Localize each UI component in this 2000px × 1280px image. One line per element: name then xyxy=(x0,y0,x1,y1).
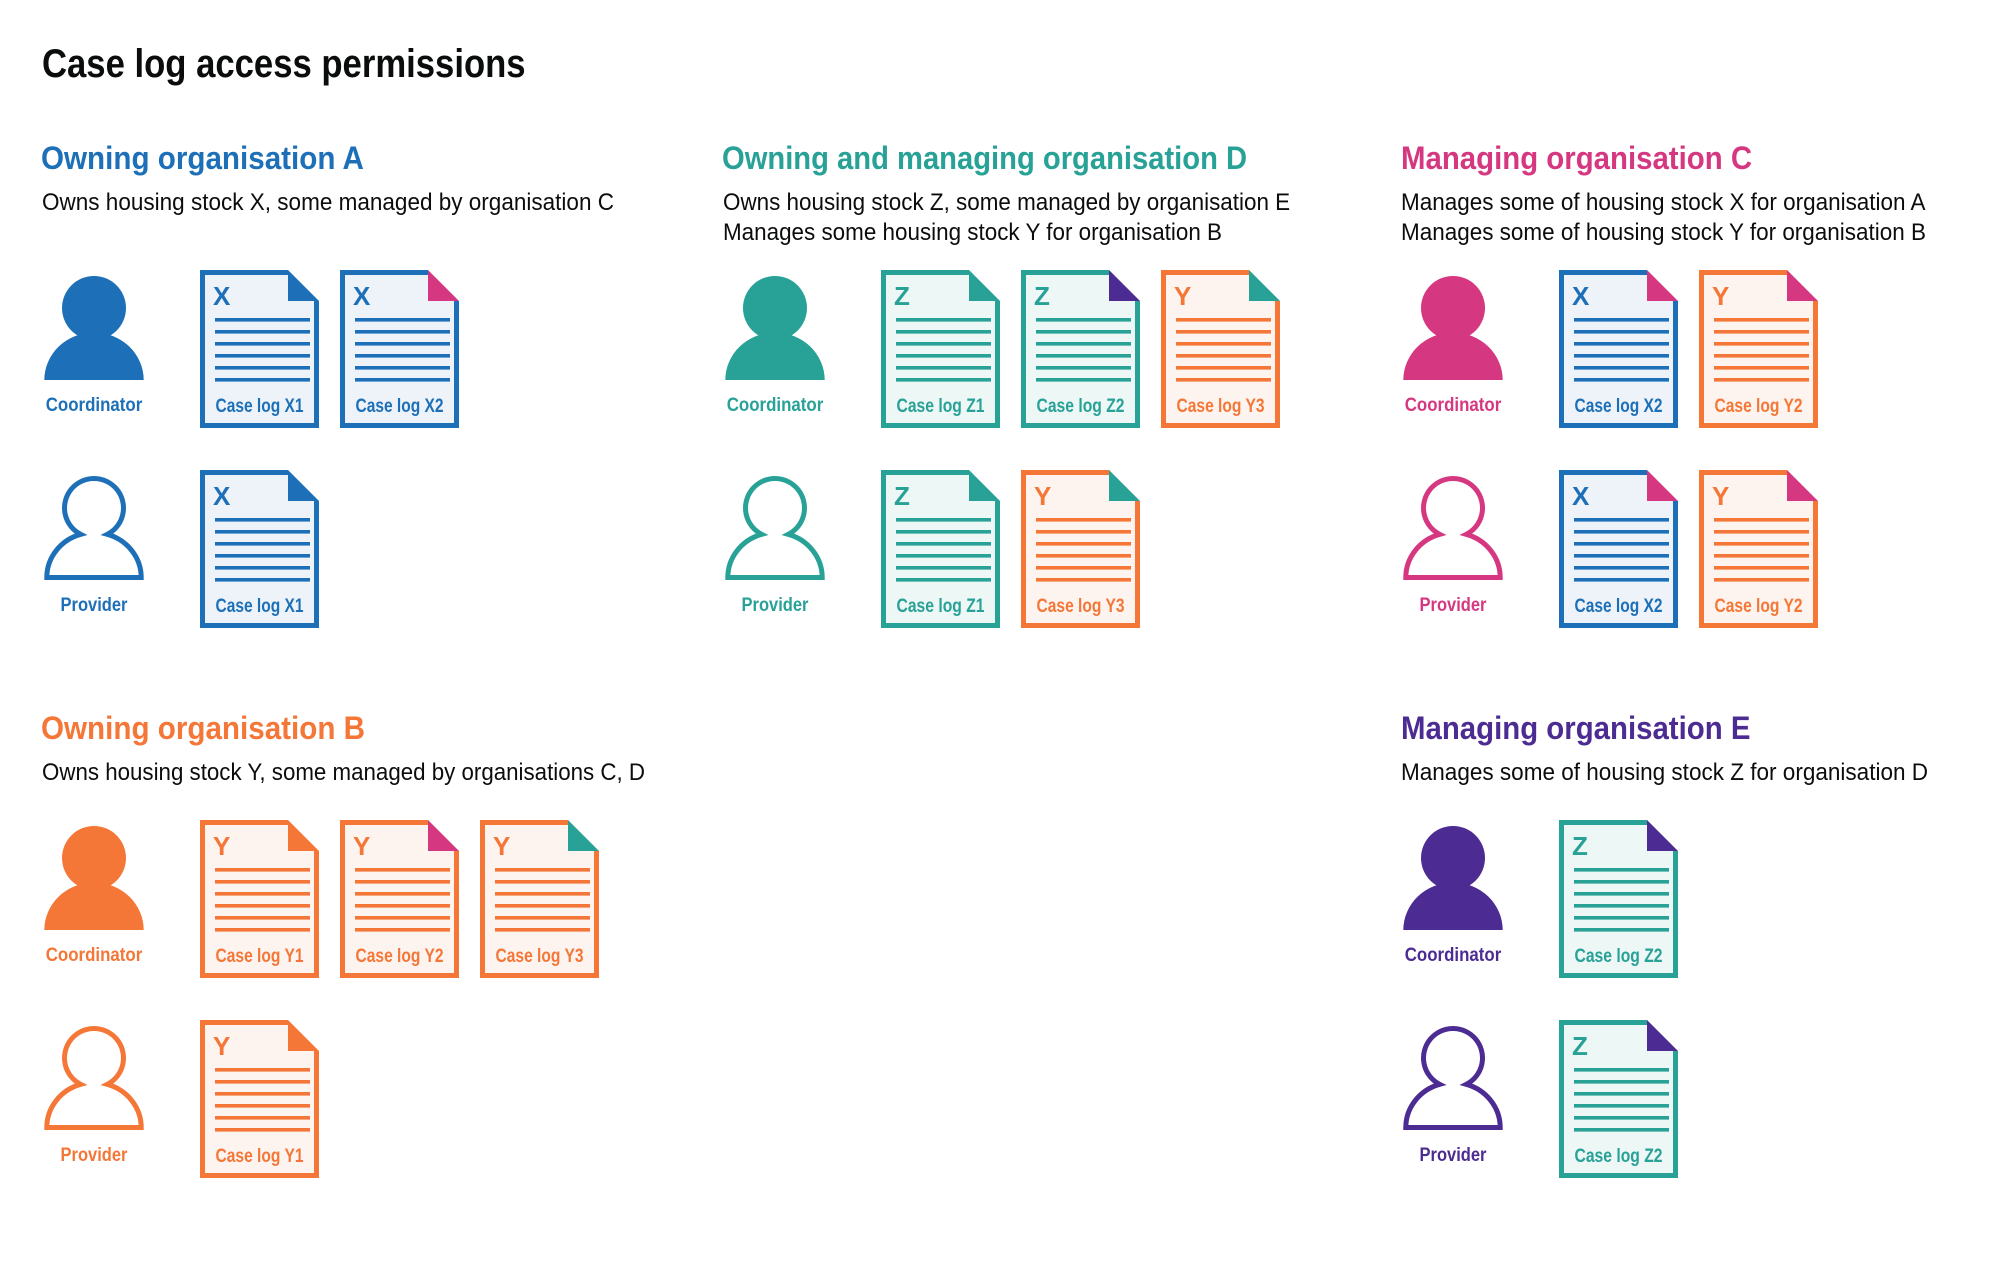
svg-text:Case log Z2: Case log Z2 xyxy=(1037,396,1125,417)
svg-text:Y: Y xyxy=(1174,281,1191,311)
svg-text:Case log Y1: Case log Y1 xyxy=(215,1146,303,1167)
svg-text:Case log X2: Case log X2 xyxy=(355,396,443,417)
svg-text:Z: Z xyxy=(1572,1031,1588,1061)
svg-text:Case log Y3: Case log Y3 xyxy=(1037,596,1125,617)
svg-text:Case log X2: Case log X2 xyxy=(1575,396,1663,417)
svg-text:Y: Y xyxy=(213,1031,230,1061)
svg-text:Case log X1: Case log X1 xyxy=(215,396,303,417)
svg-text:Z: Z xyxy=(894,481,910,511)
svg-text:X: X xyxy=(1572,281,1590,311)
svg-text:Y: Y xyxy=(493,831,510,861)
svg-text:Y: Y xyxy=(213,831,230,861)
svg-text:Case log Y3: Case log Y3 xyxy=(1177,396,1265,417)
svg-text:Case log Z2: Case log Z2 xyxy=(1575,946,1663,967)
svg-text:X: X xyxy=(213,481,231,511)
svg-text:Case log Y2: Case log Y2 xyxy=(1715,396,1803,417)
svg-text:Case log Y3: Case log Y3 xyxy=(495,946,583,967)
svg-text:Case log Y2: Case log Y2 xyxy=(355,946,443,967)
svg-text:Case log Y2: Case log Y2 xyxy=(1715,596,1803,617)
svg-text:X: X xyxy=(213,281,231,311)
svg-text:X: X xyxy=(353,281,371,311)
svg-text:Case log Y1: Case log Y1 xyxy=(215,946,303,967)
svg-text:Case log Z1: Case log Z1 xyxy=(897,596,985,617)
svg-text:Y: Y xyxy=(1034,481,1051,511)
svg-text:X: X xyxy=(1572,481,1590,511)
svg-text:Z: Z xyxy=(1572,831,1588,861)
svg-text:Z: Z xyxy=(1034,281,1050,311)
svg-text:Z: Z xyxy=(894,281,910,311)
svg-text:Case log Z2: Case log Z2 xyxy=(1575,1146,1663,1167)
svg-text:Case log X1: Case log X1 xyxy=(215,596,303,617)
svg-text:Y: Y xyxy=(353,831,370,861)
svg-text:Case log Z1: Case log Z1 xyxy=(897,396,985,417)
svg-text:Y: Y xyxy=(1712,281,1729,311)
svg-text:Case log X2: Case log X2 xyxy=(1575,596,1663,617)
svg-text:Y: Y xyxy=(1712,481,1729,511)
